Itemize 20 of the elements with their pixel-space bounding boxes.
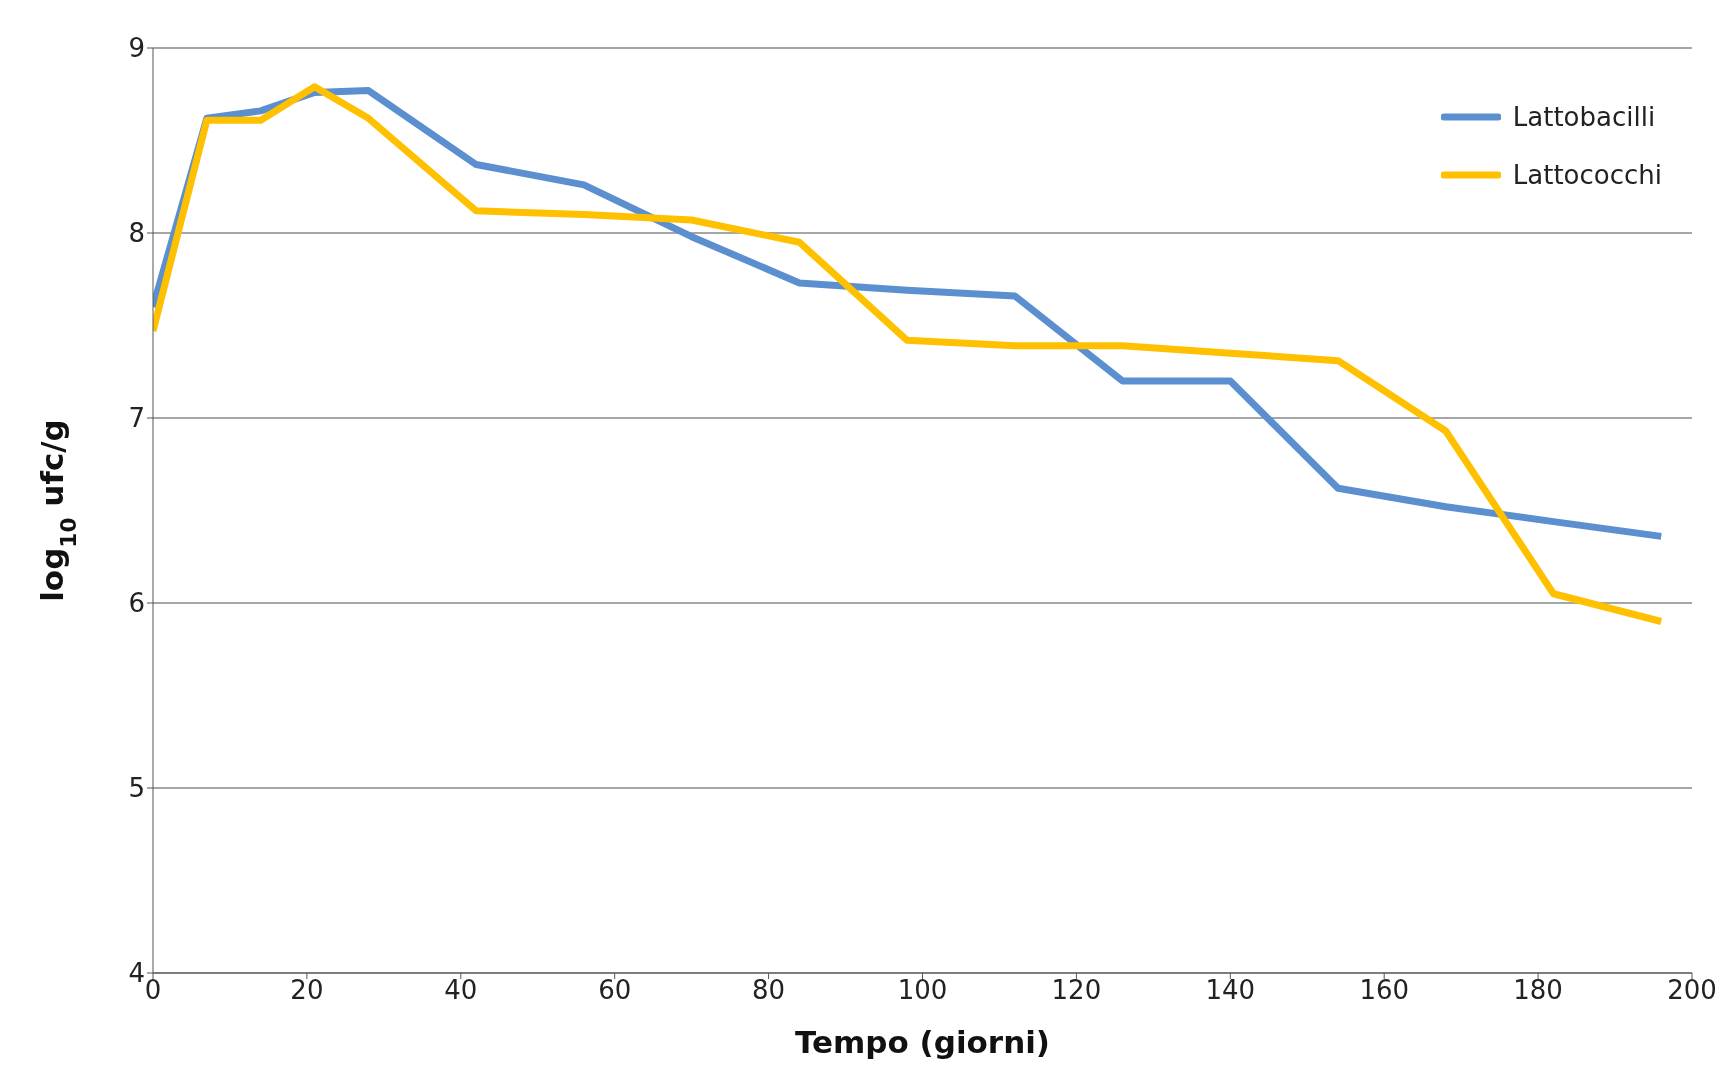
legend-label: Lattobacilli bbox=[1512, 102, 1656, 132]
x-tick-label: 40 bbox=[444, 975, 478, 1006]
x-tick-label: 180 bbox=[1513, 975, 1563, 1006]
x-axis-title: Tempo (giorni) bbox=[794, 1024, 1051, 1060]
x-tick-label: 80 bbox=[752, 975, 786, 1006]
x-tick-label: 160 bbox=[1359, 975, 1410, 1006]
x-tick-label: 60 bbox=[598, 975, 632, 1006]
x-tick-label: 0 bbox=[144, 975, 162, 1006]
y-tick-label: 8 bbox=[128, 218, 145, 249]
y-tick-label: 5 bbox=[128, 773, 145, 804]
x-tick-label: 200 bbox=[1667, 975, 1717, 1006]
x-tick-label: 100 bbox=[897, 975, 948, 1006]
y-tick-label: 4 bbox=[128, 958, 145, 989]
x-tick-label: 20 bbox=[290, 975, 324, 1006]
y-tick-label: 9 bbox=[128, 33, 145, 64]
legend-label: Lattococchi bbox=[1512, 160, 1662, 190]
x-tick-label: 140 bbox=[1205, 975, 1256, 1006]
x-tick-label: 120 bbox=[1051, 975, 1102, 1006]
y-tick-label: 6 bbox=[128, 588, 145, 619]
y-tick-label: 7 bbox=[128, 403, 145, 434]
